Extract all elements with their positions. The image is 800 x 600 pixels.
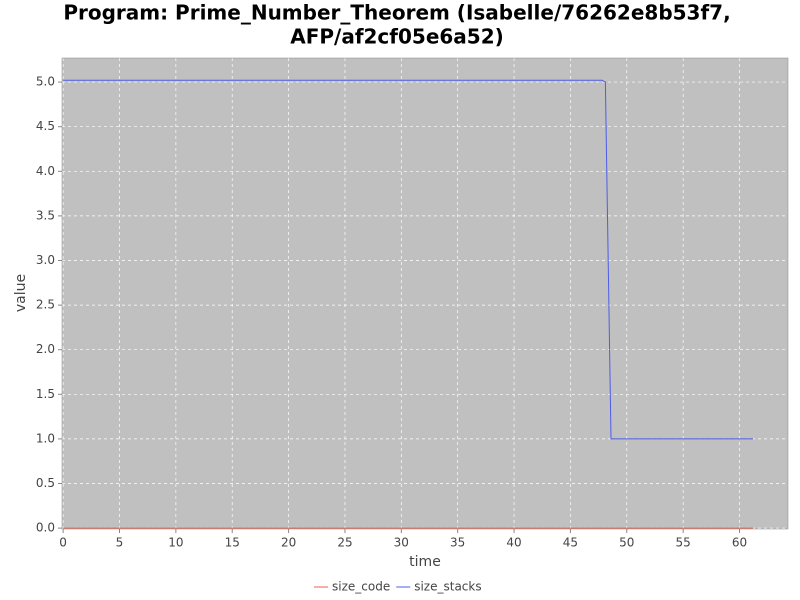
x-axis-label: time bbox=[409, 554, 441, 570]
x-tick-label: 25 bbox=[337, 536, 352, 550]
chart-title: Program: Prime_Number_Theorem (Isabelle/… bbox=[63, 1, 730, 25]
x-tick-label: 45 bbox=[563, 536, 578, 550]
y-tick-label: 5.0 bbox=[36, 75, 55, 89]
x-tick-label: 0 bbox=[59, 536, 67, 550]
x-tick-label: 10 bbox=[168, 536, 183, 550]
y-tick-label: 0.5 bbox=[36, 476, 55, 490]
y-tick-label: 2.0 bbox=[36, 342, 55, 356]
y-tick-label: 4.0 bbox=[36, 164, 55, 178]
y-tick-label: 1.5 bbox=[36, 387, 55, 401]
x-tick-label: 50 bbox=[619, 536, 634, 550]
x-tick-label: 15 bbox=[225, 536, 240, 550]
plot-border bbox=[61, 57, 789, 530]
y-axis-label: value bbox=[13, 274, 29, 312]
legend-label: size_stacks bbox=[414, 580, 481, 594]
x-tick-label: 30 bbox=[394, 536, 409, 550]
y-tick-label: 1.0 bbox=[36, 431, 55, 445]
x-tick-label: 5 bbox=[116, 536, 124, 550]
chart-title: AFP/af2cf05e6a52) bbox=[290, 25, 504, 49]
plot-area bbox=[62, 58, 788, 529]
x-tick-label: 40 bbox=[506, 536, 521, 550]
y-tick-label: 3.5 bbox=[36, 208, 55, 222]
x-tick-label: 55 bbox=[676, 536, 691, 550]
legend-label: size_code bbox=[332, 580, 390, 594]
y-tick-label: 2.5 bbox=[36, 298, 55, 312]
y-tick-label: 0.0 bbox=[36, 521, 55, 535]
y-tick-label: 4.5 bbox=[36, 119, 55, 133]
y-tick-label: 3.0 bbox=[36, 253, 55, 267]
x-tick-label: 35 bbox=[450, 536, 465, 550]
x-tick-label: 60 bbox=[732, 536, 747, 550]
x-tick-label: 20 bbox=[281, 536, 296, 550]
line bbox=[63, 79, 754, 440]
